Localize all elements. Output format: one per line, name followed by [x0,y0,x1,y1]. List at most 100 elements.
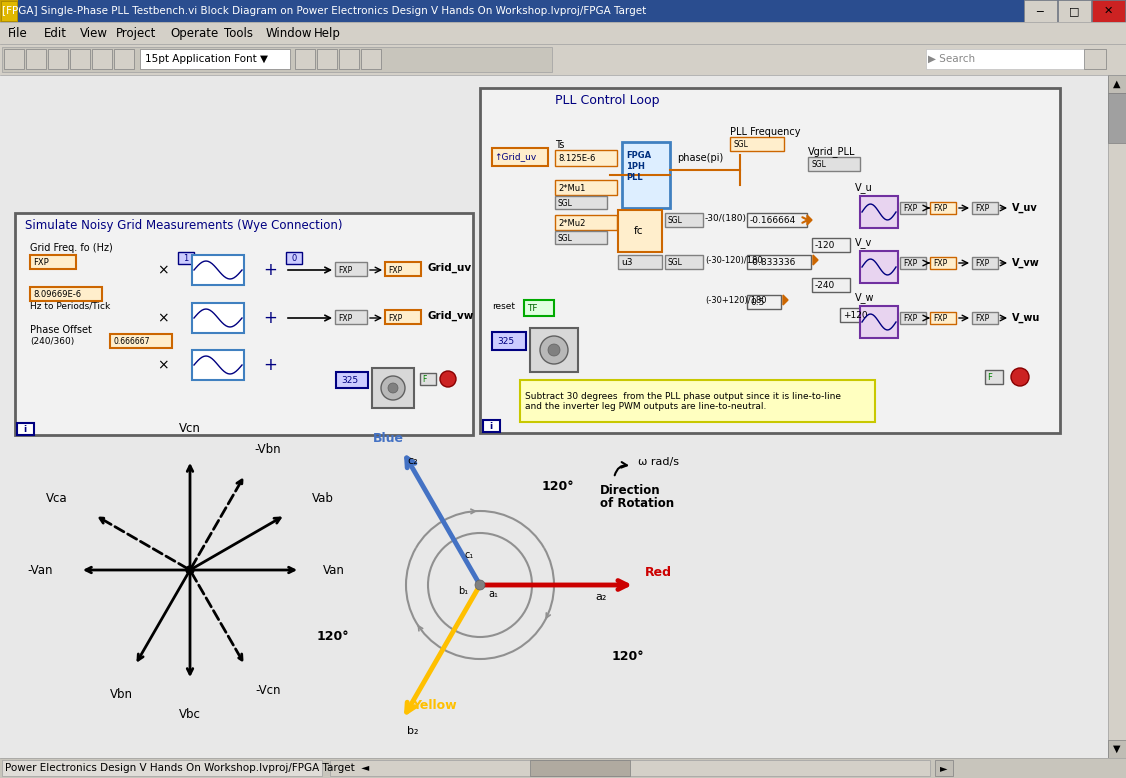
Circle shape [381,376,405,400]
Text: Window: Window [266,26,313,40]
Text: 1: 1 [184,254,188,262]
Text: □: □ [1069,6,1079,16]
Bar [860,306,899,338]
Text: 120°: 120° [611,650,644,664]
Text: b₁: b₁ [458,586,468,596]
Text: F: F [422,374,427,384]
Text: 2*Mu2: 2*Mu2 [558,219,586,227]
Text: (240/360): (240/360) [30,337,74,345]
Text: 15pt Application Font ▼: 15pt Application Font ▼ [145,54,268,64]
Bar [985,370,1003,384]
Bar [330,760,930,776]
Text: 8.09669E-6: 8.09669E-6 [33,289,81,299]
Bar [178,252,194,264]
Bar [385,310,421,324]
Bar [840,308,878,322]
Text: SGL: SGL [668,216,682,225]
Text: ─: ─ [1037,6,1044,16]
Text: of Rotation: of Rotation [600,496,674,510]
Bar [361,49,381,69]
Text: FXP: FXP [975,258,990,268]
Text: PLL Frequency: PLL Frequency [730,127,801,137]
Bar [900,202,926,214]
Text: FXP: FXP [388,314,402,323]
Bar [618,210,662,252]
Bar [730,137,784,151]
Text: V_vw: V_vw [1012,258,1039,268]
Text: Subtract 30 degrees  from the PLL phase output since it is line-to-line
and the : Subtract 30 degrees from the PLL phase o… [525,392,841,412]
Circle shape [388,383,397,393]
Text: (-30-120)/180: (-30-120)/180 [705,255,762,265]
Text: b₂: b₂ [408,726,419,736]
Text: Vbc: Vbc [179,707,200,720]
Text: +: + [263,261,277,279]
Text: V_uv: V_uv [1012,203,1038,213]
Bar [747,295,781,309]
Bar [1108,740,1126,758]
Bar [372,368,414,408]
Bar [30,287,102,301]
Text: FXP: FXP [933,204,947,212]
Text: -120: -120 [815,240,835,250]
Bar [286,252,302,264]
Text: Ts: Ts [555,140,564,150]
Bar [900,312,926,324]
Bar [336,310,367,324]
Text: Grid_uv: Grid_uv [428,263,472,273]
Text: 0.666667: 0.666667 [113,337,150,345]
Text: FXP: FXP [975,204,990,212]
Text: SGL: SGL [668,258,682,267]
Bar [0,0,18,22]
Text: FXP: FXP [338,314,352,323]
Circle shape [475,580,485,590]
Bar [2,47,552,72]
Bar [935,760,953,776]
Bar [92,49,111,69]
Circle shape [186,566,194,574]
Text: Blue: Blue [373,433,403,445]
Text: 325: 325 [497,337,515,345]
Bar [140,49,291,69]
Text: Direction: Direction [600,483,661,496]
Text: a₂: a₂ [595,592,607,602]
Text: 2*Mu1: 2*Mu1 [558,184,586,192]
Bar [555,215,617,230]
Text: Help: Help [314,26,341,40]
Text: Vca: Vca [46,492,68,504]
Bar [336,372,368,388]
Text: -240: -240 [815,281,835,289]
Text: Grid Freq. fo (Hz): Grid Freq. fo (Hz) [30,243,113,253]
Bar [5,49,24,69]
Bar [524,300,554,316]
Bar [530,760,631,776]
Bar [15,213,473,435]
Text: SGL: SGL [733,139,748,149]
Bar [972,257,998,269]
Text: [FPGA] Single-Phase PLL Testbench.vi Block Diagram on Power Electronics Design V: [FPGA] Single-Phase PLL Testbench.vi Blo… [2,6,646,16]
Text: 0.5: 0.5 [750,297,765,307]
Bar [860,196,899,228]
Bar [930,202,956,214]
Text: +: + [263,309,277,327]
Bar [30,255,75,269]
Text: reset: reset [492,302,515,310]
Bar [492,148,548,166]
Text: Yellow: Yellow [412,699,457,712]
Bar [860,251,899,283]
Text: TF: TF [527,303,537,313]
Text: Vcn: Vcn [179,422,200,434]
Text: 0: 0 [291,254,296,262]
Bar [0,758,1126,778]
Bar [972,312,998,324]
Bar [1024,0,1057,22]
Bar [0,75,1108,758]
Text: i: i [489,422,492,430]
Text: ▶ Search: ▶ Search [928,54,975,64]
Bar [808,157,860,171]
Text: FXP: FXP [903,314,918,323]
Text: V_v: V_v [855,237,873,248]
Text: FPGA: FPGA [626,150,651,159]
Text: ▼: ▼ [1114,744,1120,754]
Bar [114,49,134,69]
Bar [900,257,926,269]
